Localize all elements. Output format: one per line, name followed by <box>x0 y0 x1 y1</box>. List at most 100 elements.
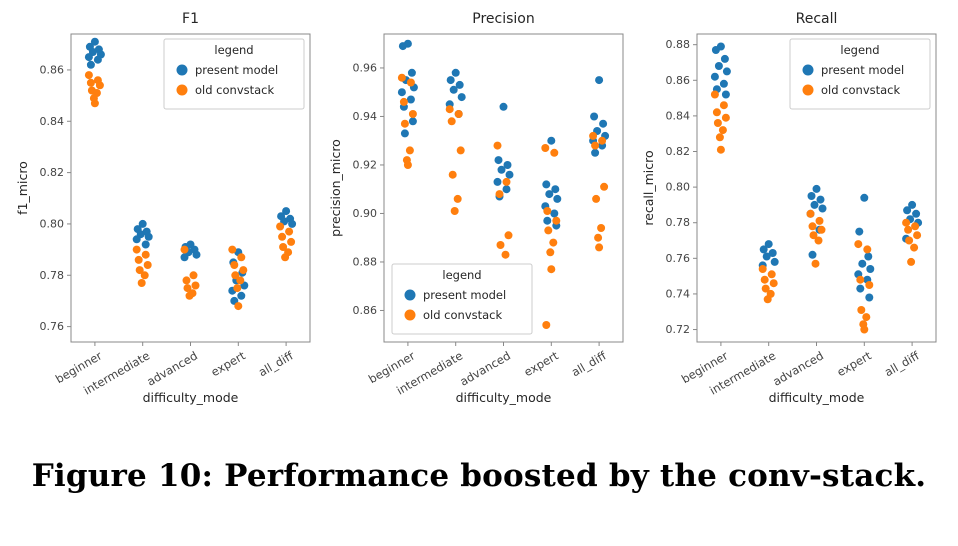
data-point <box>227 245 236 254</box>
data-point <box>495 190 503 199</box>
data-point <box>494 156 502 165</box>
y-tick-label: 0.76 <box>39 320 64 333</box>
y-tick-label: 0.78 <box>665 216 690 229</box>
data-point <box>902 206 911 215</box>
data-point <box>719 101 728 110</box>
legend-title: legend <box>214 43 253 57</box>
data-point <box>408 117 417 126</box>
data-point <box>716 145 725 154</box>
data-point <box>192 250 200 259</box>
x-tick-label: advanced <box>770 348 826 388</box>
data-point <box>86 60 95 69</box>
data-point <box>86 78 95 87</box>
data-point <box>855 275 864 284</box>
data-point <box>853 240 862 249</box>
chart-title: F1 <box>182 11 199 27</box>
legend-marker <box>176 64 187 76</box>
y-axis-label: recall_micro <box>641 150 656 225</box>
data-point <box>590 148 599 157</box>
chart-title: Recall <box>795 11 837 27</box>
y-tick-label: 0.88 <box>352 255 377 268</box>
data-point <box>189 271 197 280</box>
data-point <box>236 253 245 262</box>
data-point <box>400 119 409 128</box>
y-tick-label: 0.74 <box>665 287 690 300</box>
data-point <box>399 97 408 106</box>
data-point <box>904 236 913 245</box>
data-point <box>141 240 150 249</box>
data-point <box>718 126 727 135</box>
data-point <box>549 148 558 157</box>
data-point <box>542 216 551 225</box>
data-point <box>720 54 729 63</box>
data-point <box>456 146 465 155</box>
data-point <box>864 281 873 289</box>
y-tick-label: 0.96 <box>352 61 377 74</box>
data-point <box>132 235 141 244</box>
data-point <box>397 73 406 82</box>
data-point <box>809 231 817 240</box>
data-point <box>855 284 864 293</box>
y-axis-label: precision_micro <box>328 139 343 237</box>
data-point <box>861 313 870 322</box>
data-point <box>817 225 825 234</box>
data-points <box>84 37 296 311</box>
data-point <box>864 293 873 302</box>
data-point <box>504 231 512 240</box>
data-point <box>768 249 777 257</box>
data-point <box>591 194 600 203</box>
data-point <box>90 99 99 108</box>
data-point <box>721 90 730 99</box>
data-point <box>590 141 599 150</box>
data-point <box>503 161 511 169</box>
data-point <box>857 259 866 268</box>
data-point <box>84 71 93 80</box>
data-point <box>710 72 719 81</box>
data-point <box>95 81 104 90</box>
data-point <box>405 146 414 155</box>
data-point <box>712 108 721 117</box>
y-tick-label: 0.78 <box>39 269 64 282</box>
data-point <box>450 207 459 215</box>
data-point <box>407 68 416 77</box>
data-point <box>816 195 824 204</box>
y-tick-label: 0.80 <box>39 217 64 230</box>
legend-label: old convstack <box>821 83 901 97</box>
y-tick-label: 0.86 <box>39 63 64 76</box>
data-point <box>814 236 822 245</box>
x-tick-label: expert <box>834 348 874 379</box>
data-point <box>403 161 412 169</box>
data-point <box>541 321 550 329</box>
data-point <box>453 194 462 203</box>
data-point <box>906 257 915 266</box>
data-point <box>597 136 606 145</box>
f1-chart: F10.760.780.800.820.840.86beginnerinterm… <box>15 11 310 405</box>
data-point <box>180 245 188 254</box>
data-point <box>445 105 454 114</box>
data-point <box>144 232 153 241</box>
data-point <box>238 266 247 275</box>
data-point <box>710 90 719 99</box>
legend-label: old convstack <box>423 308 503 322</box>
data-point <box>497 165 505 174</box>
data-point <box>93 55 102 64</box>
data-point <box>499 102 507 111</box>
data-point <box>449 85 458 94</box>
data-point <box>278 243 287 251</box>
data-point <box>767 270 776 279</box>
data-point <box>232 284 241 293</box>
data-point <box>493 177 501 186</box>
y-tick-label: 0.94 <box>352 110 377 123</box>
data-point <box>546 136 555 145</box>
data-point <box>761 284 770 293</box>
y-tick-label: 0.92 <box>352 158 377 171</box>
legend-box <box>391 263 532 335</box>
data-point <box>493 141 501 150</box>
x-tick-label: expert <box>521 348 561 379</box>
x-tick-label: all_diff <box>569 348 609 379</box>
data-point <box>862 245 871 254</box>
data-point <box>907 200 916 209</box>
legend-marker <box>176 84 187 96</box>
y-tick-label: 0.84 <box>39 115 64 128</box>
data-point <box>548 238 557 247</box>
